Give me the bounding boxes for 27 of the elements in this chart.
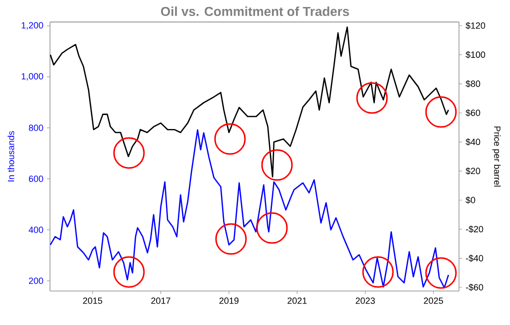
y2-tick-label: $120 xyxy=(466,22,486,30)
y2-axis-title: Price per barrel xyxy=(492,126,501,187)
y2-tick-label: $60 xyxy=(466,109,480,117)
y-tick-label: 800 xyxy=(28,124,44,131)
y-tick-label: 200 xyxy=(28,278,44,284)
y-tick-label: 1,000 xyxy=(22,73,44,81)
y-axis-title: In thousands xyxy=(8,131,14,182)
y2-tick-label: $100 xyxy=(466,51,486,58)
x-tick-label: 2021 xyxy=(288,298,307,304)
y2-tick-label: $0 xyxy=(466,196,476,204)
y-tick-label: 400 xyxy=(28,226,44,233)
line-series xyxy=(50,26,450,178)
y2-tick-label: -$20 xyxy=(466,226,484,233)
y-tick-label: 600 xyxy=(28,176,44,182)
y2-tick-label: $80 xyxy=(466,80,480,88)
y2-tick-label: $20 xyxy=(466,167,480,175)
line-series xyxy=(50,129,450,288)
y-tick-label: 1,200 xyxy=(22,22,44,30)
chart-title: Oil vs. Commitment of Traders xyxy=(161,6,349,16)
x-tick-label: 2019 xyxy=(219,298,238,304)
y2-tick-label: -$60 xyxy=(466,284,484,291)
y2-tick-label: $40 xyxy=(466,138,480,146)
x-tick-label: 2025 xyxy=(424,298,444,304)
x-tick-label: 2015 xyxy=(83,298,102,304)
y2-tick-label: -$40 xyxy=(466,254,484,262)
x-tick-label: 2017 xyxy=(151,298,170,304)
x-tick-label: 2023 xyxy=(356,298,375,304)
